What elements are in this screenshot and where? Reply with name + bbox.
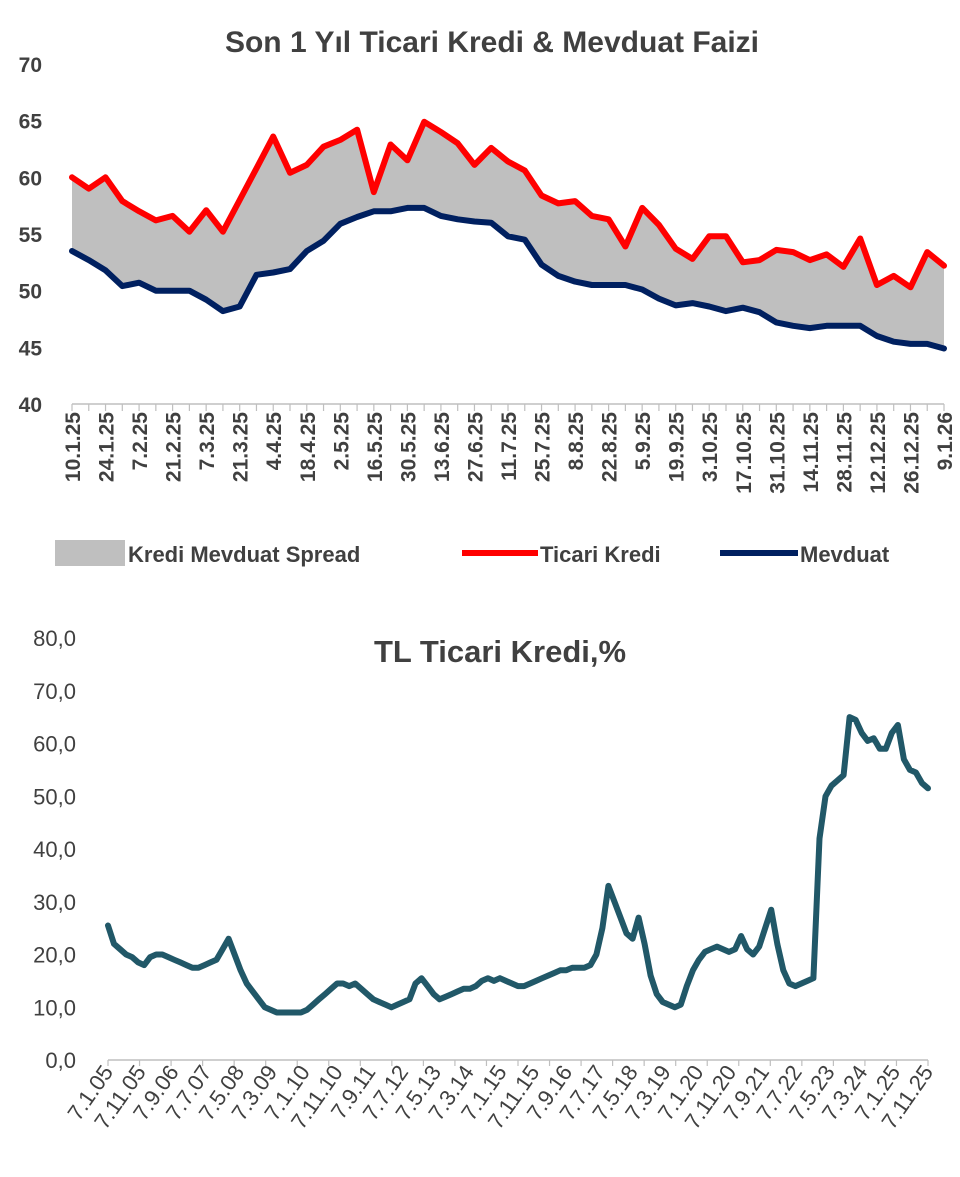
x-tick-label: 28.11.25 (833, 412, 856, 493)
x-tick-label: 17.10.25 (733, 412, 756, 494)
y-tick-label: 0,0 (45, 1048, 76, 1073)
chart1-legend: Kredi Mevduat Spread Ticari Kredi Mevdua… (55, 540, 890, 567)
y-tick-label: 50 (19, 281, 42, 304)
x-tick-label: 18.4.25 (297, 412, 320, 482)
rates-chart: Son 1 Yıl Ticari Kredi & Mevduat Faizi 4… (19, 26, 957, 567)
legend-spread-swatch (55, 540, 125, 566)
y-tick-label: 10,0 (33, 995, 76, 1020)
x-tick-label: 14.11.25 (800, 412, 823, 493)
legend-ticari-label: Ticari Kredi (540, 542, 661, 567)
y-tick-label: 65 (19, 111, 43, 134)
x-tick-label: 9.1.26 (934, 412, 957, 470)
y-tick-label: 55 (19, 224, 43, 247)
x-tick-label: 25.7.25 (532, 412, 555, 482)
x-tick-label: 5.9.25 (632, 412, 655, 471)
y-tick-label: 20,0 (33, 943, 76, 968)
legend-mevduat-label: Mevduat (800, 542, 890, 567)
x-tick-label: 26.12.25 (900, 412, 923, 494)
x-tick-label: 11.7.25 (498, 412, 521, 481)
x-tick-label: 24.1.25 (96, 412, 119, 482)
ticari-kredi-line (69, 118, 947, 291)
x-tick-label: 7.2.25 (129, 412, 152, 471)
y-tick-label: 80,0 (33, 626, 76, 651)
x-tick-label: 10.1.25 (62, 412, 85, 482)
x-tick-label: 3.10.25 (699, 412, 722, 482)
x-tick-label: 31.10.25 (766, 412, 789, 494)
tl-ticari-kredi-line (105, 714, 931, 1016)
x-tick-label: 8.8.25 (565, 412, 588, 471)
y-tick-label: 60,0 (33, 732, 76, 757)
y-tick-label: 70,0 (33, 679, 76, 704)
legend-spread-label: Kredi Mevduat Spread (128, 542, 360, 567)
y-tick-label: 30,0 (33, 890, 76, 915)
x-tick-label: 30.5.25 (397, 412, 420, 482)
x-tick-label: 22.8.25 (599, 412, 622, 482)
mevduat-line (69, 204, 947, 352)
x-tick-label: 7.3.25 (196, 412, 219, 471)
x-tick-label: 27.6.25 (464, 412, 487, 482)
y-tick-label: 40,0 (33, 837, 76, 862)
chart1-title: Son 1 Yıl Ticari Kredi & Mevduat Faizi (225, 26, 759, 59)
x-tick-label: 21.2.25 (163, 412, 186, 482)
y-tick-label: 60 (19, 167, 42, 190)
y-tick-label: 50,0 (33, 784, 76, 809)
x-tick-label: 4.4.25 (263, 412, 286, 471)
chart2-title: TL Ticari Kredi,% (374, 634, 626, 669)
y-tick-label: 70 (19, 54, 42, 77)
x-tick-label: 12.12.25 (867, 412, 890, 494)
y-tick-label: 45 (19, 337, 43, 360)
x-tick-label: 2.5.25 (330, 412, 353, 471)
x-tick-label: 19.9.25 (666, 412, 689, 482)
tl-credit-chart: TL Ticari Kredi,% 0,0 10,0 20,0 30,0 40,0 50,… (33, 626, 938, 1134)
y-tick-label: 40 (19, 394, 42, 417)
x-tick-label: 13.6.25 (431, 412, 454, 482)
x-tick-label: 21.3.25 (230, 412, 253, 482)
x-tick-label: 16.5.25 (364, 412, 387, 482)
